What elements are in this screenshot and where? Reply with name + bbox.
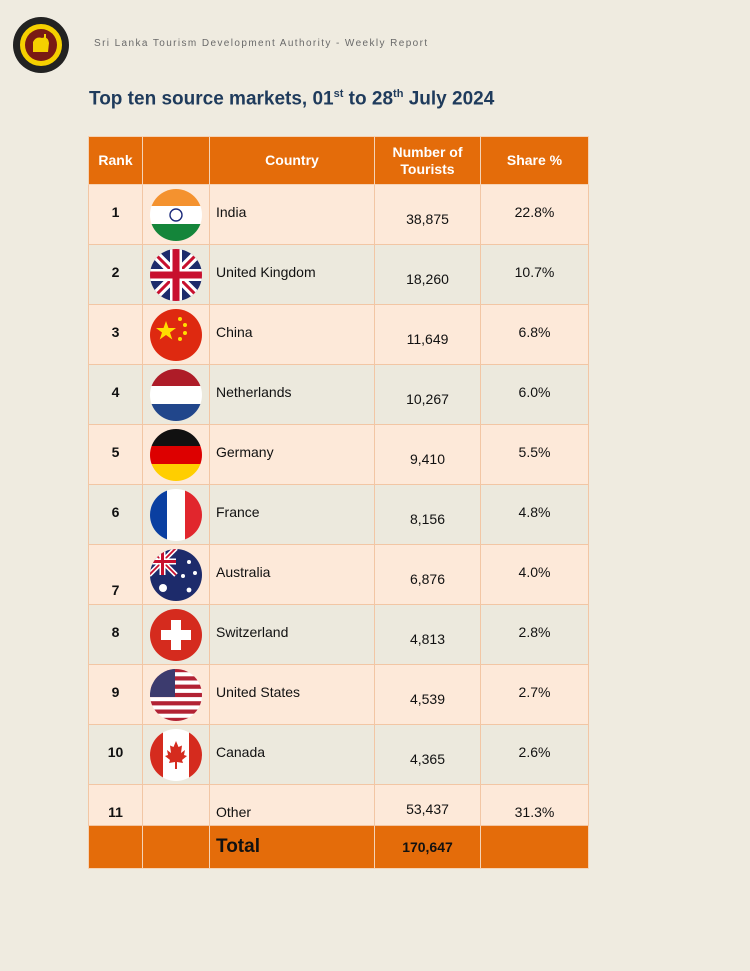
flag-cell — [142, 604, 210, 665]
header-share: Share % — [480, 136, 589, 185]
table-row: 6 France 8,156 4.8% — [88, 484, 589, 545]
rank-cell: 1 — [88, 184, 143, 245]
rank-cell: 4 — [88, 364, 143, 425]
table-row: 2 United Kingdom 18,260 10.7% — [88, 244, 589, 305]
flag-cell — [142, 424, 210, 485]
header-tourists: Number of Tourists — [374, 136, 481, 185]
table-header-row: Rank Country Number of Tourists Share % — [88, 136, 589, 185]
germany-flag-icon — [150, 428, 202, 481]
table-row: 1 India 38,875 22.8% — [88, 184, 589, 245]
rank-cell: 10 — [88, 724, 143, 785]
country-cell: United States — [209, 664, 375, 725]
france-flag-icon — [150, 488, 202, 541]
table-row: 8 Switzerland 4,813 2.8% — [88, 604, 589, 665]
tourists-cell: 4,365 — [374, 724, 481, 785]
total-row: Total 170,647 — [88, 825, 589, 869]
table-row: 11 Other 53,437 31.3% — [88, 784, 589, 826]
tourists-cell: 53,437 — [374, 784, 481, 826]
rank-cell: 5 — [88, 424, 143, 485]
country-cell: Australia — [209, 544, 375, 605]
tourists-cell: 8,156 — [374, 484, 481, 545]
share-cell: 6.8% — [480, 304, 589, 365]
india-flag-icon — [150, 188, 202, 241]
tourists-cell: 6,876 — [374, 544, 481, 605]
report-header: Sri Lanka Tourism Development Authority … — [12, 16, 429, 74]
uk-flag-icon — [150, 248, 202, 301]
table-row: 10 Canada 4,365 2.6% — [88, 724, 589, 785]
header-country: Country — [209, 136, 375, 185]
country-cell: Canada — [209, 724, 375, 785]
tourists-cell: 18,260 — [374, 244, 481, 305]
table-row: 9 United States 4,539 2.7% — [88, 664, 589, 725]
rank-cell: 2 — [88, 244, 143, 305]
total-label: Total — [209, 825, 375, 869]
flag-cell — [142, 244, 210, 305]
organization-name: Sri Lanka Tourism Development Authority … — [94, 37, 429, 49]
share-cell: 22.8% — [480, 184, 589, 245]
country-cell: Switzerland — [209, 604, 375, 665]
rank-cell: 7 — [88, 544, 143, 605]
share-cell: 4.8% — [480, 484, 589, 545]
country-cell: Netherlands — [209, 364, 375, 425]
tourists-cell: 9,410 — [374, 424, 481, 485]
flag-cell — [142, 724, 210, 785]
share-cell: 4.0% — [480, 544, 589, 605]
sri-lanka-lion-emblem-icon — [13, 17, 69, 73]
tourists-cell: 10,267 — [374, 364, 481, 425]
country-cell: Other — [209, 784, 375, 826]
share-cell: 6.0% — [480, 364, 589, 425]
share-cell: 2.6% — [480, 724, 589, 785]
tourists-cell: 4,539 — [374, 664, 481, 725]
country-cell: Germany — [209, 424, 375, 485]
flag-cell — [142, 184, 210, 245]
netherlands-flag-icon — [150, 368, 202, 421]
total-tourists: 170,647 — [374, 825, 481, 869]
tourists-cell: 4,813 — [374, 604, 481, 665]
flag-cell — [142, 664, 210, 725]
flag-cell — [142, 484, 210, 545]
source-markets-table: Rank Country Number of Tourists Share % 1… — [88, 136, 589, 869]
rank-cell: 6 — [88, 484, 143, 545]
rank-cell: 8 — [88, 604, 143, 665]
table-row: 4 Netherlands 10,267 6.0% — [88, 364, 589, 425]
flag-cell — [142, 364, 210, 425]
country-cell: United Kingdom — [209, 244, 375, 305]
header-rank: Rank — [88, 136, 143, 185]
usa-flag-icon — [150, 668, 202, 721]
table-row: 7 Australia 6,876 4.0% — [88, 544, 589, 605]
australia-flag-icon — [150, 548, 202, 601]
country-cell: China — [209, 304, 375, 365]
china-flag-icon — [150, 308, 202, 361]
tourists-cell: 38,875 — [374, 184, 481, 245]
share-cell: 10.7% — [480, 244, 589, 305]
tourists-cell: 11,649 — [374, 304, 481, 365]
table-row: 5 Germany 9,410 5.5% — [88, 424, 589, 485]
flag-cell — [142, 784, 210, 826]
rank-cell: 9 — [88, 664, 143, 725]
rank-cell: 11 — [88, 784, 143, 826]
page-title: Top ten source markets, 01st to 28th Jul… — [89, 88, 495, 110]
header-flag — [142, 136, 210, 185]
rank-cell: 3 — [88, 304, 143, 365]
country-cell: France — [209, 484, 375, 545]
canada-flag-icon — [150, 728, 202, 781]
flag-cell — [142, 304, 210, 365]
share-cell: 5.5% — [480, 424, 589, 485]
table-row: 3 China 11,649 6.8% — [88, 304, 589, 365]
flag-cell — [142, 544, 210, 605]
share-cell: 31.3% — [480, 784, 589, 826]
switzerland-flag-icon — [150, 608, 202, 661]
share-cell: 2.7% — [480, 664, 589, 725]
country-cell: India — [209, 184, 375, 245]
share-cell: 2.8% — [480, 604, 589, 665]
